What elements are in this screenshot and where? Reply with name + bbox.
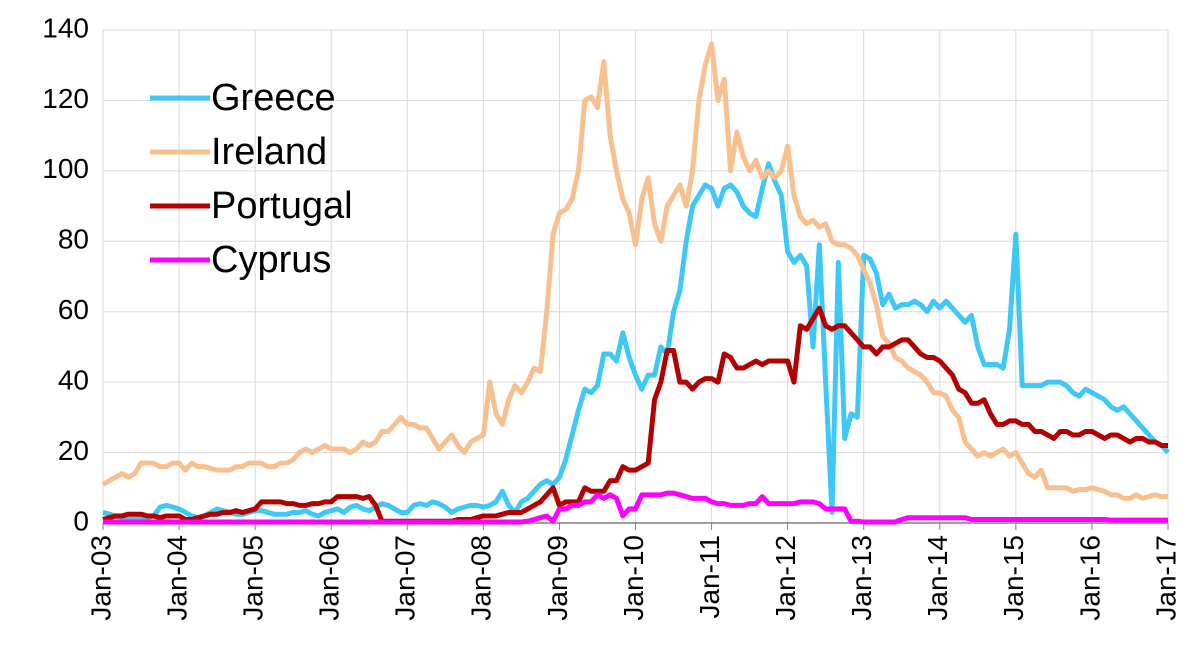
x-tick-label: Jan-08 [466,535,497,621]
y-tick-label: 140 [42,12,89,43]
x-tick-label: Jan-07 [390,535,421,621]
legend-label: Greece [211,77,336,119]
x-tick-label: Jan-13 [846,535,877,621]
x-tick-label: Jan-05 [238,535,269,621]
y-tick-label: 100 [42,153,89,184]
legend-label: Ireland [211,131,327,173]
series-line [102,161,1170,522]
y-tick-label: 40 [58,365,89,396]
series-line [103,490,1168,525]
x-tick-label: Jan-12 [770,535,801,621]
x-tick-label: Jan-11 [694,535,725,619]
x-tick-label: Jan-04 [161,535,192,621]
x-tick-label: Jan-10 [618,535,649,621]
x-tick-label: Jan-09 [542,535,573,621]
legend-label: Cyprus [211,239,331,281]
y-tick-label: 120 [42,83,89,114]
x-tick-label: Jan-14 [922,535,953,621]
y-tick-label: 20 [58,435,89,466]
y-tick-label: 80 [58,224,89,255]
y-tick-label: 0 [73,505,89,536]
y-tick-label: 60 [58,294,89,325]
x-tick-label: Jan-06 [314,535,345,621]
series-line [102,305,1168,524]
x-tick-label: Jan-16 [1074,535,1105,621]
x-tick-label: Jan-03 [85,535,116,621]
series-line [101,41,1168,501]
legend-label: Portugal [211,185,353,227]
x-tick-label: Jan-17 [1150,535,1181,621]
x-tick-label: Jan-15 [998,535,1029,621]
